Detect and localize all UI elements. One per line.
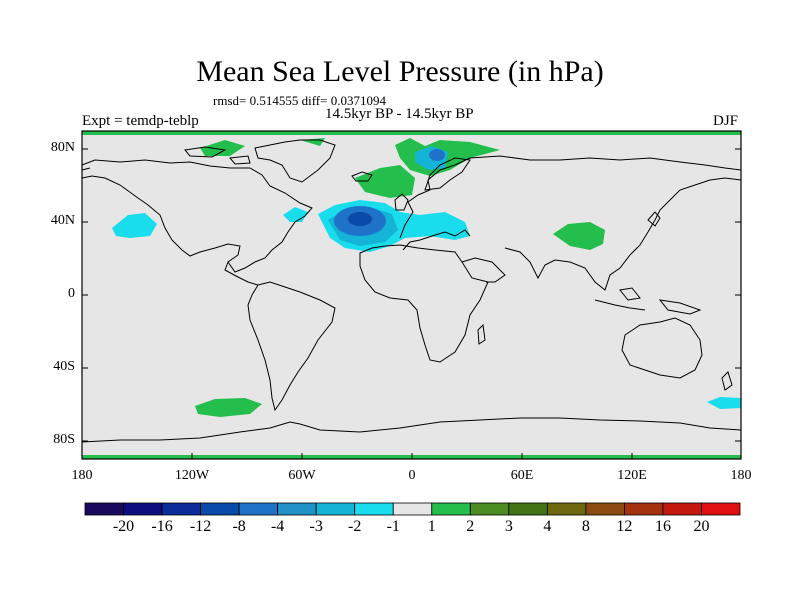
- lon-tick-label: 60W: [288, 468, 316, 483]
- lon-tick-label: 60E: [510, 468, 534, 483]
- colorbar-label: 4: [543, 518, 552, 535]
- colorbar-swatch: [238, 502, 279, 516]
- colorbar-swatch: [624, 502, 664, 516]
- greenland-positive-patch: [200, 140, 245, 156]
- colorbar-label: -1: [386, 518, 400, 535]
- colorbar-label: -2: [348, 518, 362, 535]
- lon-tick-label: 0: [408, 468, 416, 483]
- period-text: 14.5kyr BP - 14.5kyr BP: [325, 106, 474, 122]
- colorbar-label: -16: [151, 518, 173, 535]
- colorbar-swatch: [392, 502, 433, 516]
- colorbar-label: 1: [427, 518, 436, 535]
- colorbar-swatch: [354, 502, 394, 516]
- colorbar-swatch: [123, 502, 163, 516]
- colorbar-label: -20: [112, 518, 135, 535]
- colorbar-label: 12: [616, 518, 633, 535]
- map-title: Mean Sea Level Pressure (in hPa): [196, 55, 604, 88]
- colorbar-swatch: [585, 502, 625, 516]
- axis-ticks: [82, 148, 741, 459]
- arctic-positive-band: [82, 131, 741, 135]
- colorbar-swatch: [277, 502, 317, 516]
- lon-tick-label: 180: [730, 468, 752, 483]
- lat-tick-label: 40N: [50, 213, 75, 228]
- colorbar-swatch: [508, 502, 548, 516]
- lat-tick-label: 80S: [53, 432, 75, 447]
- colorbar-swatch: [469, 502, 510, 516]
- colorbar-swatch: [161, 502, 201, 516]
- stats-text: rmsd= 0.514555 diff= 0.0371094: [213, 93, 386, 108]
- lat-tick-label: 40S: [53, 359, 75, 374]
- colorbar-label: 8: [581, 518, 590, 535]
- colorbar-swatch: [431, 502, 471, 516]
- colorbar-swatch: [662, 502, 702, 516]
- colorbar-label: 20: [693, 518, 710, 535]
- colorbar-label: 16: [654, 518, 671, 535]
- lon-tick-label: 180: [71, 468, 93, 483]
- norwegian-sea-positive-patch: [355, 165, 415, 198]
- experiment-label: Expt = temdp-teblp: [82, 113, 199, 129]
- colorbar-label: -4: [270, 518, 285, 535]
- lat-tick-label: 80N: [50, 140, 75, 155]
- colorbar-swatch: [701, 502, 741, 516]
- colorbar-label: 2: [466, 518, 475, 535]
- colorbar-label: -8: [232, 518, 246, 535]
- coastlines: [81, 139, 742, 443]
- southern-ocean-negative-patch: [707, 397, 741, 409]
- colorbar-swatch: [200, 502, 240, 516]
- colorbar-label: -3: [309, 518, 323, 535]
- colorbar-swatch: [546, 502, 587, 516]
- colorbar: [84, 502, 741, 516]
- lat-tick-label: 0: [68, 286, 75, 301]
- north-pacific-negative-patch: [112, 213, 157, 238]
- colorbar-label: 3: [504, 518, 513, 535]
- south-pacific-positive-patch: [195, 398, 262, 417]
- colorbar-swatch: [84, 502, 124, 516]
- tibet-positive-patch: [553, 222, 605, 250]
- lon-tick-label: 120W: [174, 468, 210, 483]
- colorbar-swatch: [315, 502, 356, 516]
- lon-tick-label: 120E: [617, 468, 647, 483]
- season-label: DJF: [713, 113, 739, 129]
- colorbar-label: -12: [189, 518, 212, 535]
- nordic-positive-patch: [395, 138, 500, 176]
